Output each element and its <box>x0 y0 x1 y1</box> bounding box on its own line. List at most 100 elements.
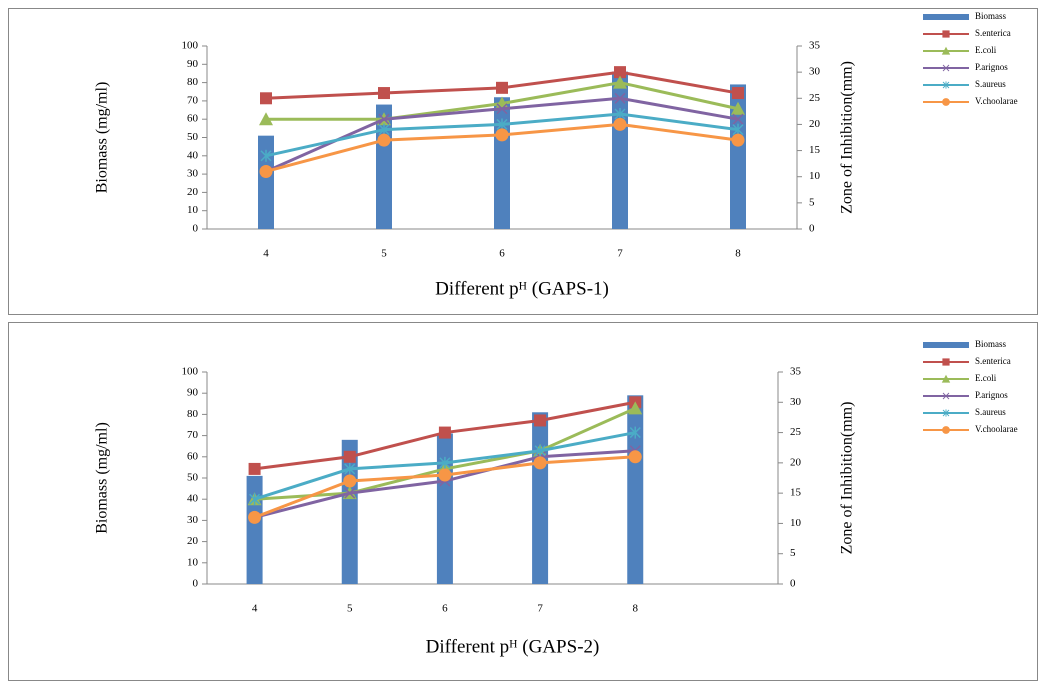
marker-shape <box>260 92 272 105</box>
marker-shape <box>259 164 273 178</box>
marker <box>496 103 508 115</box>
legend-label: E.coli <box>975 373 997 383</box>
y-tick-label: 30 <box>187 514 199 526</box>
y2-axis-label: Zone of Inhibition(mm) <box>839 402 856 555</box>
bar <box>627 395 644 584</box>
y-tick-label: 60 <box>187 113 199 125</box>
bar <box>341 439 358 584</box>
y-tick-label: 40 <box>187 149 199 161</box>
bar <box>246 475 263 584</box>
marker <box>732 113 744 125</box>
y-tick-label: 10 <box>187 204 199 216</box>
marker <box>731 133 745 147</box>
marker-shape <box>732 113 744 125</box>
marker <box>260 149 272 162</box>
marker <box>248 510 262 524</box>
marker <box>260 92 272 105</box>
y-tick-label: 30 <box>187 168 199 180</box>
marker <box>614 66 626 79</box>
marker <box>629 426 641 439</box>
marker-shape <box>732 87 744 100</box>
x-tick-label: 4 <box>263 248 269 260</box>
marker-shape <box>534 414 547 427</box>
y-tick-label: 0 <box>193 578 199 590</box>
y2-tick-label: 10 <box>790 517 802 529</box>
x-tick-label: 8 <box>633 603 639 615</box>
marker <box>378 87 390 100</box>
x-tick-label: 6 <box>442 603 448 615</box>
marker-shape <box>259 112 273 126</box>
y-tick-label: 90 <box>187 387 199 399</box>
legend-marker <box>942 392 950 400</box>
marker <box>438 468 452 482</box>
y2-tick-label: 10 <box>809 170 821 182</box>
marker-shape <box>628 401 643 415</box>
y-tick-label: 100 <box>182 40 199 52</box>
y2-tick-label: 15 <box>790 487 802 499</box>
legend-marker <box>942 358 950 366</box>
y-tick-label: 80 <box>187 76 199 88</box>
x-tick-label: 5 <box>347 603 353 615</box>
legend-marker <box>942 81 950 89</box>
marker-shape <box>942 358 950 366</box>
x-axis-label: Different pᴴ (GAPS-1) <box>435 278 609 299</box>
marker <box>343 450 356 463</box>
y2-tick-label: 0 <box>809 223 815 235</box>
marker <box>534 414 547 427</box>
y-tick-label: 60 <box>187 450 199 462</box>
legend-label: Biomass <box>975 339 1007 349</box>
marker <box>259 164 273 178</box>
marker-shape <box>942 98 950 106</box>
marker <box>731 101 745 115</box>
y2-tick-label: 30 <box>790 396 802 408</box>
marker <box>534 444 546 457</box>
x-tick-label: 5 <box>381 248 387 260</box>
marker-shape <box>248 510 262 524</box>
marker-shape <box>378 87 390 100</box>
legend-marker <box>942 409 950 417</box>
x-tick-label: 6 <box>499 248 505 260</box>
marker-shape <box>942 30 950 38</box>
legend-label: V.choolarae <box>975 424 1018 434</box>
x-tick-label: 8 <box>735 248 741 260</box>
x-tick-label: 7 <box>617 248 623 260</box>
marker-shape <box>438 468 452 482</box>
legend-swatch <box>923 342 969 348</box>
x-tick-label: 7 <box>537 603 543 615</box>
y-tick-label: 100 <box>182 366 199 378</box>
marker <box>343 474 357 488</box>
marker-shape <box>377 133 391 147</box>
legend-label: S.aureus <box>975 79 1006 89</box>
x-axis-label: Different pᴴ (GAPS-2) <box>426 636 600 657</box>
y2-tick-label: 20 <box>809 118 821 130</box>
marker-shape <box>942 392 950 400</box>
legend-marker <box>942 98 950 106</box>
marker-shape <box>248 462 261 475</box>
y2-tick-label: 5 <box>809 196 815 208</box>
legend-label: S.enterica <box>975 28 1011 38</box>
y-tick-label: 20 <box>187 186 199 198</box>
marker <box>259 112 273 126</box>
marker-shape <box>941 46 951 55</box>
marker <box>248 462 261 475</box>
y2-tick-label: 0 <box>790 578 796 590</box>
marker <box>732 87 744 100</box>
marker <box>628 401 643 415</box>
legend-label: P.arignos <box>975 390 1008 400</box>
marker <box>439 456 451 469</box>
y-tick-label: 0 <box>193 223 199 235</box>
y2-tick-label: 20 <box>790 456 802 468</box>
marker-shape <box>628 450 642 464</box>
legend-label: Biomass <box>975 11 1007 21</box>
y2-axis-label: Zone of Inhibition(mm) <box>839 61 856 214</box>
marker <box>533 456 547 470</box>
y-tick-label: 70 <box>187 429 199 441</box>
y-tick-label: 10 <box>187 556 199 568</box>
marker-shape <box>731 133 745 147</box>
marker <box>614 92 626 104</box>
bar <box>494 97 510 230</box>
marker-shape <box>942 426 950 434</box>
marker <box>495 128 509 142</box>
y2-tick-label: 35 <box>790 366 802 378</box>
